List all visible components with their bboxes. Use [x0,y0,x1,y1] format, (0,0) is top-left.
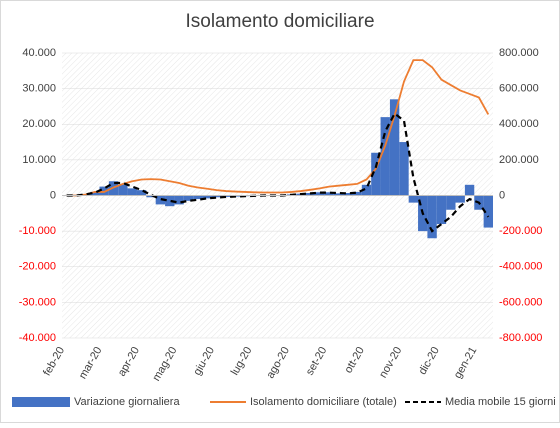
bar [465,185,474,196]
y-tick-label: 0 [50,189,56,201]
legend-swatch [12,397,70,407]
y2-tick-label: 0 [499,189,505,201]
legend-label: Media mobile 15 giorni [445,396,556,408]
chart-title: Isolamento domiciliare [185,11,374,32]
y2-tick-label: 600.000 [499,83,539,95]
y-tick-label: 10.000 [22,154,56,166]
bar [456,196,465,203]
y2-tick-label: -800.000 [499,332,542,344]
y-tick-label: 30.000 [22,83,56,95]
y2-tick-label: -400.000 [499,261,542,273]
y2-tick-label: 200.000 [499,154,539,166]
y-tick-label: -40.000 [19,332,56,344]
bar [409,196,418,203]
bar [399,142,408,195]
y-tick-label: -20.000 [19,261,56,273]
y2-tick-label: -200.000 [499,225,542,237]
y-tick-label: -30.000 [19,296,56,308]
legend-label: Isolamento domiciliare (totale) [250,396,397,408]
y-tick-label: 40.000 [22,47,56,59]
y2-tick-label: 400.000 [499,118,539,130]
bar [381,117,390,195]
y2-tick-label: -600.000 [499,296,542,308]
bar [446,196,455,210]
y2-tick-label: 800.000 [499,47,539,59]
bar [437,196,446,225]
bar [118,185,127,196]
y-tick-label: 20.000 [22,118,56,130]
bar [128,188,137,195]
legend-label: Variazione giornaliera [74,396,180,408]
y-tick-label: -10.000 [19,225,56,237]
